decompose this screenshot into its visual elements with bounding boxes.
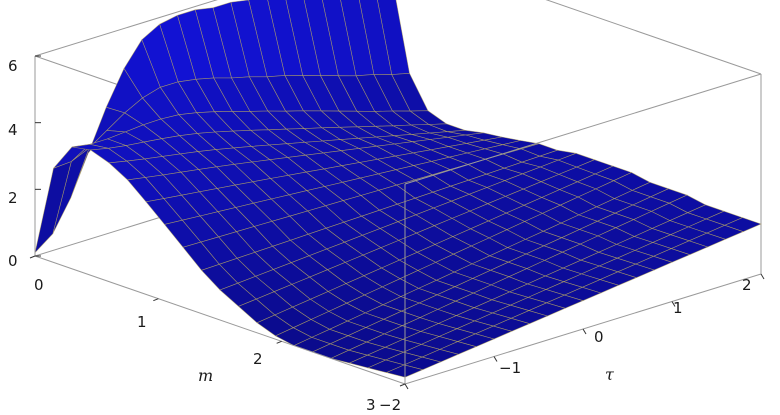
tau-tick-label-1: 1 [673,299,683,317]
m-tick-label-0: 0 [34,276,44,294]
m-tick-mark [153,298,159,302]
z-axis-ticks: 0 2 4 6 [8,57,18,270]
tau-tick-mark [582,328,587,335]
tau-tick-mark [493,356,498,362]
box-edge [34,0,218,57]
tau-tick-label-2: 2 [742,276,752,294]
z-tick-label-0: 0 [8,252,18,270]
box-edge [34,255,406,385]
surface-mesh [34,0,762,378]
z-tick-label-2: 2 [8,189,18,207]
m-tick-mark [276,340,282,344]
plot-box-front-edges [29,55,765,390]
tau-tick-mark [760,273,765,280]
tau-tick-mark [671,301,676,307]
tau-tick-label-neg2: −2 [379,396,401,414]
m-tick-mark [399,383,406,387]
tau-tick-label-0: 0 [594,328,604,346]
box-edge [545,0,762,75]
tau-tick-label-neg1: −1 [499,359,521,377]
m-axis-label: m [198,366,213,385]
m-axis-ticks: 0 1 2 3 [34,276,376,414]
m-tick-label-3: 3 [366,396,376,414]
m-tick-label-1: 1 [137,313,147,331]
box-edge [404,73,762,185]
z-tick-label-6: 6 [8,57,18,75]
z-tick-label-4: 4 [8,121,18,139]
tau-axis-ticks: −2 −1 0 1 2 [379,276,752,414]
m-tick-label-2: 2 [253,350,263,368]
m-tick-mark [29,255,36,259]
tau-axis-label: τ [605,365,615,384]
tau-tick-mark [404,383,409,390]
